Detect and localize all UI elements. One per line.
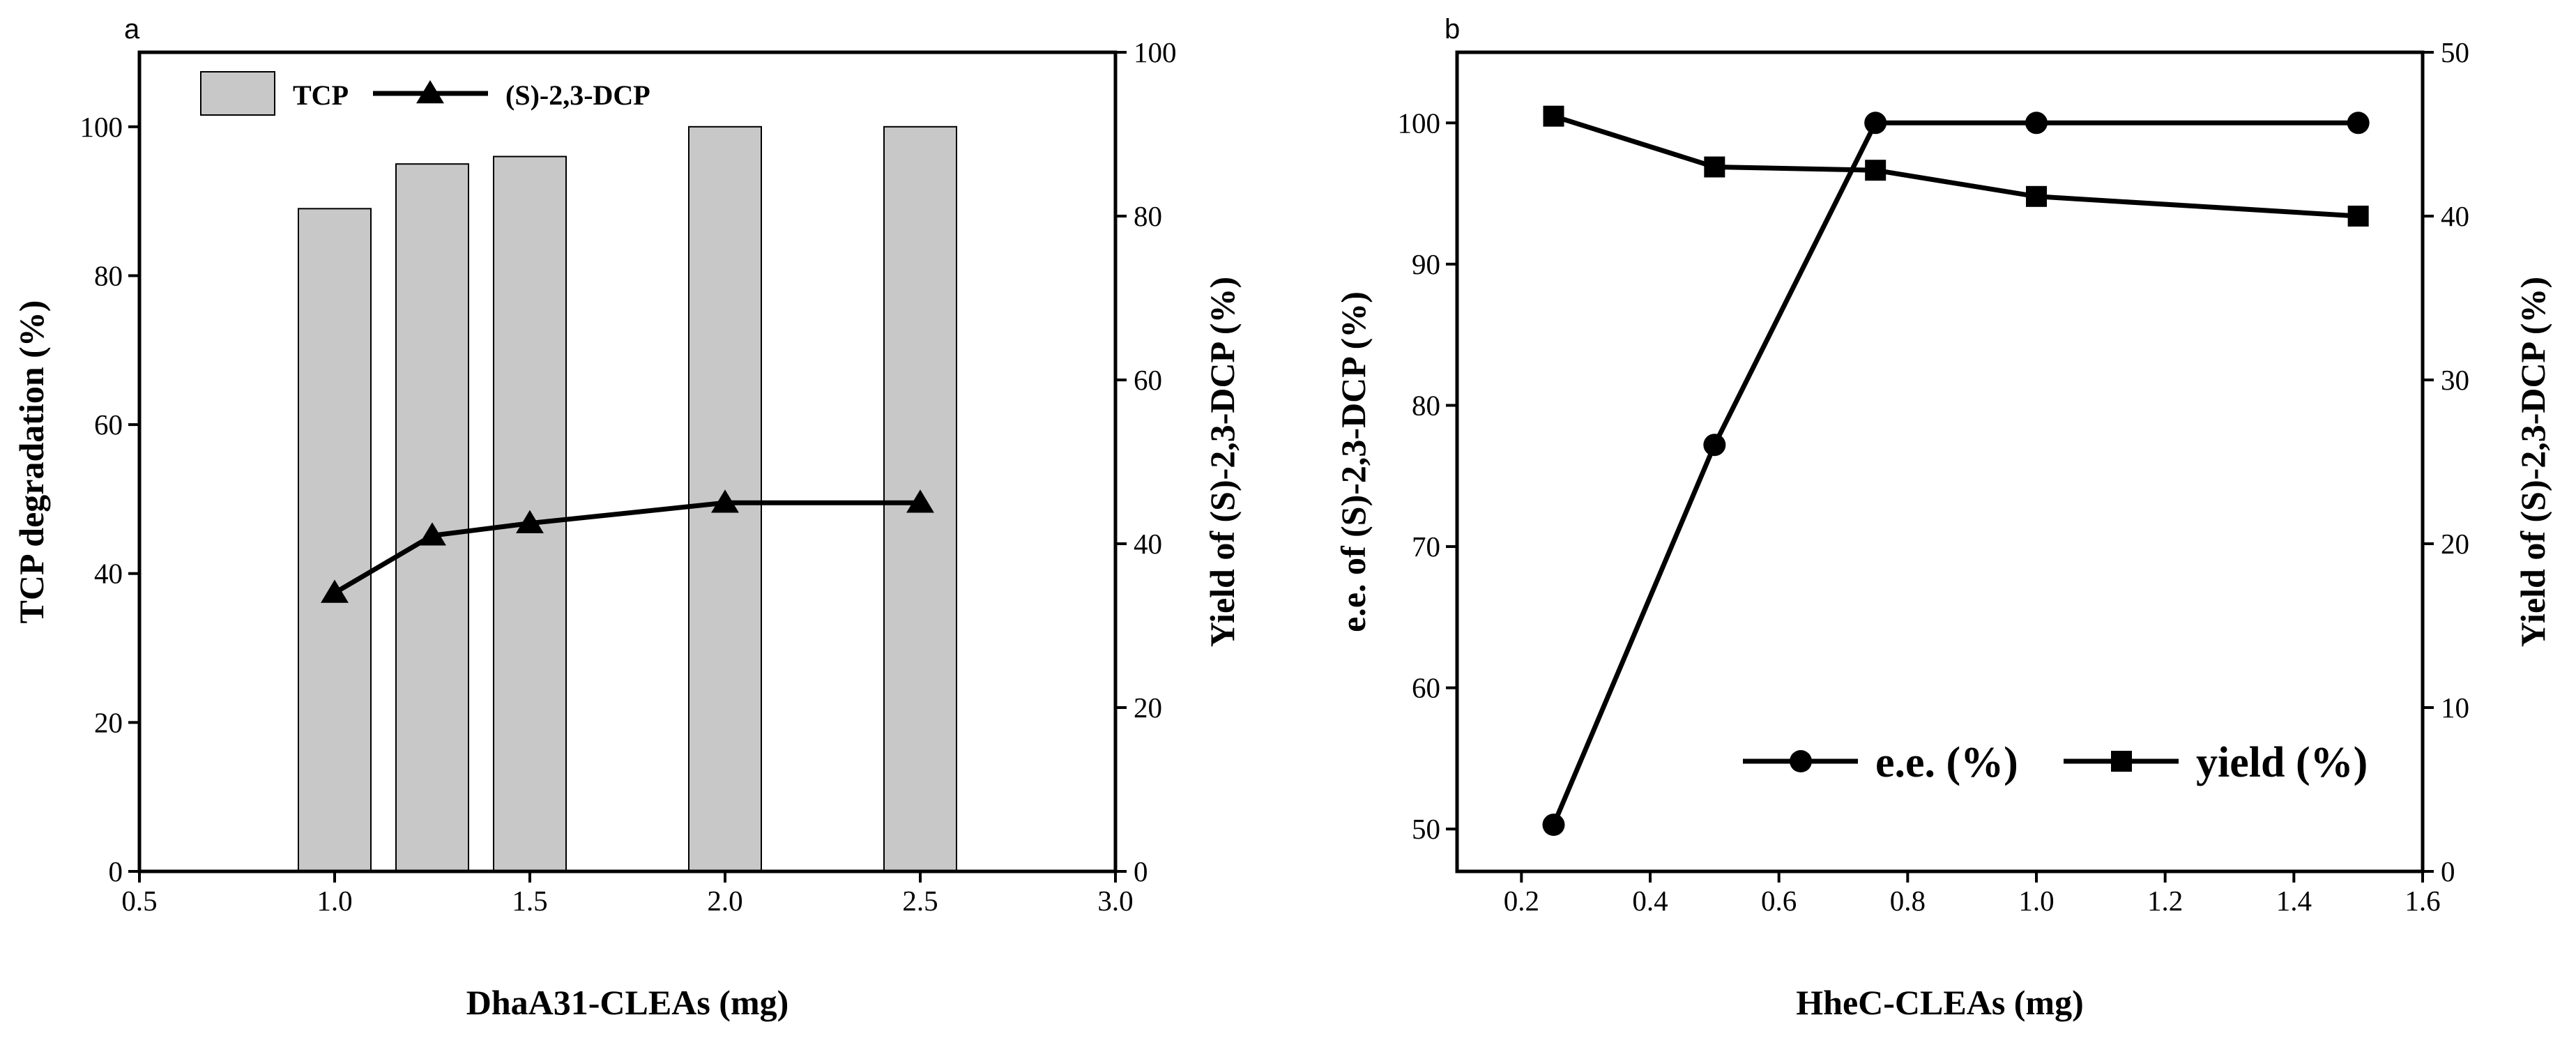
y-right-axis-title: Yield of (S)-2,3-DCP (%) [2513,277,2552,647]
x-tick-label: 1.0 [2018,885,2054,917]
x-tick-label: 0.8 [1890,885,1926,917]
plot-frame [137,50,1118,873]
y-left-tick-label: 20 [94,706,123,738]
tcp-bar [298,208,372,872]
x-tick-label: 2.0 [707,885,742,917]
panel-b: b 50 60 70 80 90 100 0 10 20 30 40 50 0.2 0.4 0.6 0.8 1.0… [1334,14,2552,1022]
x-tick-label: 1.5 [512,885,547,917]
y-left-tick-label: 60 [1412,672,1440,704]
ee-point [1542,814,1565,837]
y-right-tick-label: 100 [1134,36,1177,68]
x-tick-label: 1.2 [2147,885,2183,917]
y-right-tick-label: 0 [2441,855,2455,887]
y-left-tick-label: 90 [1412,248,1440,280]
ee-line [1551,120,2358,826]
y-left-axis-title: TCP degradation (%) [12,300,51,624]
yield-point [2347,206,2369,227]
y-right-tick-label: 20 [2441,528,2469,560]
dcp-yield-point [906,489,934,513]
y-left-tick-label: 80 [1412,389,1440,421]
legend: TCP (S)-2,3-DCP [200,71,650,116]
ee-point [1703,434,1726,457]
dcp-yield-point [418,522,446,546]
yield-point [2026,185,2047,207]
y-right-tick-label: 60 [1134,364,1162,396]
legend-square-marker [2111,751,2132,772]
y-left-tick-label: 60 [94,409,123,441]
ee-point [2025,112,2048,135]
x-tick-label: 0.6 [1761,885,1797,917]
legend-triangle-marker [416,80,444,104]
y-right-axis-title: Yield of (S)-2,3-DCP (%) [1203,277,1242,647]
y-left-tick-label: 100 [1398,107,1441,139]
yield-point [1704,156,1725,178]
panel-letter: b [1445,14,1460,45]
y-left-tick-label: 80 [94,259,123,291]
dcp-yield-point [321,579,349,603]
y-right-tick-label: 80 [1134,200,1162,232]
legend-label-ee: e.e. (%) [1875,739,2018,786]
legend-label-yield: yield (%) [2196,739,2368,786]
y-right-tick-label: 0 [1134,855,1148,887]
legend-bar-swatch [200,71,275,116]
y-left-tick-label: 0 [109,855,123,887]
y-right-tick-label: 50 [2441,36,2469,68]
yield-point [1543,105,1564,127]
y-left-tick-label: 50 [1412,813,1440,845]
yield-line [1553,114,2358,219]
x-tick-label: 1.6 [2404,885,2440,917]
y-right-tick-label: 40 [1134,528,1162,560]
legend-circle-marker [1790,750,1812,772]
dcp-yield-point [516,510,544,533]
ee-point [1864,112,1887,135]
x-tick-label: 3.0 [1097,885,1133,917]
y-right-tick-label: 20 [1134,692,1162,724]
panel-letter: a [124,14,140,45]
y-left-tick-label: 100 [80,111,123,143]
y-left-tick-label: 70 [1412,531,1440,563]
yield-point [1865,160,1887,181]
x-tick-label: 2.5 [902,885,938,917]
y-left-axis-title: e.e. of (S)-2,3-DCP (%) [1334,291,1373,632]
x-axis-title: DhaA31-CLEAs (mg) [466,983,789,1022]
y-right-tick-label: 30 [2441,364,2469,396]
y-right-tick-label: 10 [2441,692,2469,724]
plot-frame [1455,50,2425,873]
panel-a: a 0 20 40 60 80 100 0 20 40 60 80 100 0.5 1.0 1.5 2.0 2.5… [12,14,1242,1022]
y-right-tick-label: 40 [2441,200,2469,232]
x-tick-label: 1.0 [317,885,352,917]
tcp-bar [395,163,469,872]
x-tick-label: 0.2 [1504,885,1539,917]
dcp-yield-point [711,489,739,513]
legend-label-dcp: (S)-2,3-DCP [505,79,650,111]
ee-point [2347,112,2370,135]
legend-label-tcp: TCP [293,79,349,111]
x-axis-title: HheC-CLEAs (mg) [1796,983,2083,1022]
legend: e.e. (%) yield (%) [1743,739,2368,786]
x-tick-label: 0.4 [1632,885,1668,917]
y-left-tick-label: 40 [94,558,123,590]
x-tick-label: 1.4 [2276,885,2312,917]
x-tick-label: 0.5 [121,885,157,917]
